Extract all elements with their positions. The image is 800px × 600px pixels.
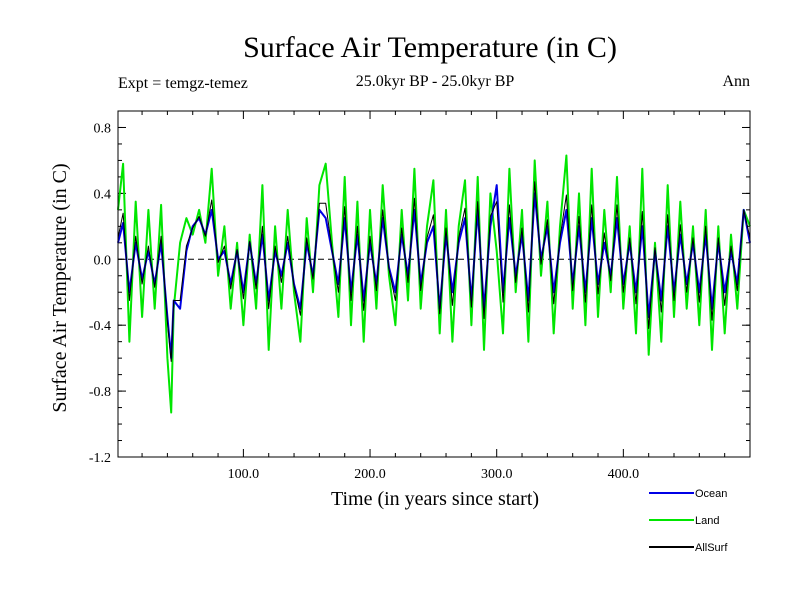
x-tick-label: 200.0 <box>354 467 386 482</box>
y-tick-label: -1.2 <box>89 451 111 466</box>
chart-subtitle: 25.0kyr BP - 25.0kyr BP <box>356 73 515 90</box>
y-tick-label: -0.4 <box>89 319 111 334</box>
legend: Ocean Land AllSurf <box>649 488 728 554</box>
y-tick-label: 0.4 <box>94 187 112 202</box>
series-line-land <box>117 154 751 414</box>
plot-frame <box>117 110 751 458</box>
legend-label-land: Land <box>695 515 719 527</box>
legend-label-ocean: Ocean <box>695 488 727 500</box>
legend-label-allsurf: AllSurf <box>695 542 728 554</box>
season-label: Ann <box>722 73 750 90</box>
series-group <box>117 154 751 414</box>
experiment-label: Expt = temgz-temez <box>118 75 248 92</box>
x-tick-labels: 100.0 200.0 300.0 400.0 <box>228 467 639 482</box>
x-tick-label: 300.0 <box>481 467 513 482</box>
y-tick-labels: 0.8 0.4 0.0 -0.4 -0.8 -1.2 <box>89 121 111 466</box>
series-line-allsurf <box>117 181 751 362</box>
axis-ticks <box>118 110 750 458</box>
x-tick-label: 400.0 <box>608 467 640 482</box>
x-axis-label: Time (in years since start) <box>331 488 539 510</box>
y-tick-label: -0.8 <box>89 385 111 400</box>
x-tick-label: 100.0 <box>228 467 260 482</box>
chart-title: Surface Air Temperature (in C) <box>243 31 617 64</box>
y-tick-label: 0.8 <box>94 121 112 136</box>
y-tick-label: 0.0 <box>94 253 112 268</box>
y-axis-label: Surface Air Temperature (in C) <box>49 163 71 412</box>
